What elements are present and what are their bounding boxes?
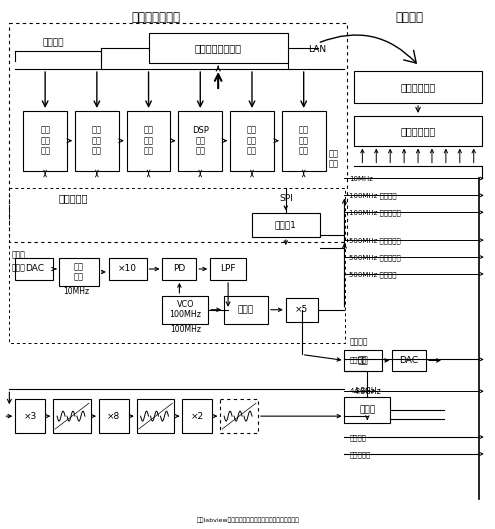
Bar (354, 116, 482, 145)
Bar (59, 258, 99, 286)
Bar (220, 399, 258, 433)
Bar (182, 399, 212, 433)
Text: 频谱仪整机平台: 频谱仪整机平台 (131, 11, 180, 24)
Text: 内参考: 内参考 (11, 251, 25, 260)
Bar (15, 399, 45, 433)
Text: 外参考: 外参考 (11, 263, 25, 272)
Bar (109, 258, 147, 280)
Text: DAC: DAC (399, 356, 419, 365)
Text: 10MHz: 10MHz (349, 176, 373, 181)
Bar (53, 399, 91, 433)
Text: DSP
处理
模块: DSP 处理 模块 (192, 126, 209, 156)
Text: 十分频1: 十分频1 (275, 221, 297, 230)
Bar (9, 23, 347, 242)
Text: 合成
本振
模块: 合成 本振 模块 (298, 126, 309, 156)
Text: 增益控制: 增益控制 (350, 337, 369, 346)
Text: 参考
开关: 参考 开关 (74, 262, 84, 281)
FancyArrowPatch shape (320, 35, 416, 63)
Bar (392, 350, 426, 371)
Text: 100MHz: 100MHz (170, 325, 201, 334)
Bar (162, 258, 197, 280)
Bar (15, 258, 53, 280)
Text: 采集
处理
模块: 采集 处理 模块 (144, 126, 153, 156)
Text: 嵌入式计算机模块: 嵌入式计算机模块 (195, 43, 242, 53)
Text: 500MHz 模数板参考: 500MHz 模数板参考 (349, 254, 401, 261)
Bar (9, 188, 346, 343)
Text: 4.8GHz: 4.8GHz (349, 388, 375, 394)
Bar (23, 111, 67, 170)
Text: 射频
处理
模块: 射频 处理 模块 (92, 126, 102, 156)
Bar (282, 111, 326, 170)
Text: 微波
驱动
模块: 微波 驱动 模块 (247, 126, 257, 156)
Bar (354, 71, 482, 103)
Bar (127, 111, 170, 170)
Text: VCO
100MHz: VCO 100MHz (169, 300, 201, 320)
Bar (224, 296, 268, 324)
Text: 测试
接口: 测试 接口 (329, 149, 339, 168)
Text: SPI: SPI (279, 194, 293, 203)
Text: ×5: ×5 (295, 305, 308, 314)
Text: 开关: 开关 (358, 356, 369, 365)
Text: DAC: DAC (25, 264, 44, 273)
Text: 微测参考板: 微测参考板 (58, 194, 88, 203)
Text: 取样环参考: 取样环参考 (349, 451, 371, 458)
Text: LAN: LAN (308, 45, 327, 54)
Bar (137, 399, 174, 433)
Bar (286, 298, 318, 322)
Text: 第二本振: 第二本振 (349, 434, 366, 441)
Text: 微波
接收
模块: 微波 接收 模块 (40, 126, 50, 156)
Text: 功分器: 功分器 (359, 406, 375, 415)
Bar (345, 397, 390, 423)
Text: 10MHz: 10MHz (63, 287, 89, 296)
Text: 500MHz 第三本振: 500MHz 第三本振 (349, 271, 397, 278)
Text: 校准信号: 校准信号 (349, 357, 366, 363)
Text: 500MHz 查电板时钟: 500MHz 查电板时钟 (349, 237, 401, 244)
Text: ×2: ×2 (191, 412, 204, 421)
Text: 功分器: 功分器 (238, 305, 254, 314)
Text: LPF: LPF (220, 264, 236, 273)
Bar (148, 33, 288, 63)
Bar (99, 399, 129, 433)
Text: 4.8GHz: 4.8GHz (353, 387, 381, 396)
Text: 程控微波开关: 程控微波开关 (400, 126, 436, 136)
Text: 信号测量: 信号测量 (395, 11, 423, 24)
Text: 电源模块: 电源模块 (43, 39, 64, 48)
Text: 信号源分析仪: 信号源分析仪 (400, 82, 436, 92)
Bar (230, 111, 274, 170)
Text: 100MHz 取样参考: 100MHz 取样参考 (349, 193, 397, 199)
Bar (210, 258, 246, 280)
Bar (75, 111, 119, 170)
Bar (345, 350, 382, 371)
Bar (162, 296, 208, 324)
Text: PD: PD (173, 264, 186, 273)
Text: ×3: ×3 (24, 412, 37, 421)
Text: 基于labview和频谱仪平台的电路板自动调试方法及系统: 基于labview和频谱仪平台的电路板自动调试方法及系统 (197, 518, 299, 523)
Text: ×10: ×10 (118, 264, 137, 273)
Text: ×8: ×8 (107, 412, 120, 421)
Text: 100MHz 采样板时钟: 100MHz 采样板时钟 (349, 209, 401, 216)
Bar (178, 111, 222, 170)
Bar (252, 213, 320, 237)
